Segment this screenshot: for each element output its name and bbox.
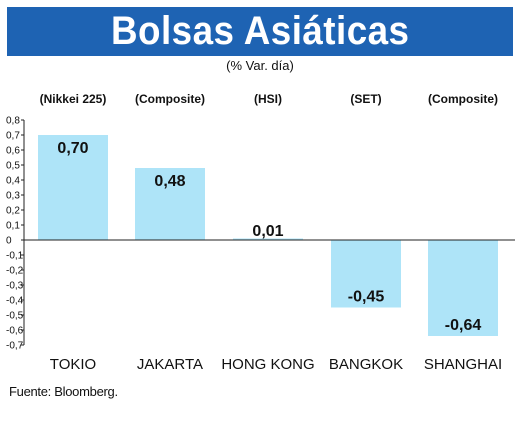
y-tick-label: -0,5 [6, 311, 24, 322]
title-bar: Bolsas Asiáticas [7, 7, 513, 56]
index-name-label: (HSI) [254, 92, 282, 106]
y-tick-label: -0,4 [6, 296, 24, 307]
bar-shanghai [428, 240, 498, 336]
y-tick-label: 0,8 [6, 116, 20, 127]
y-tick-label: -0,7 [6, 341, 24, 352]
bar-tokio [38, 135, 108, 240]
y-tick-label: 0,4 [6, 176, 20, 187]
y-tick-label: 0,1 [6, 221, 20, 232]
category-label: JAKARTA [137, 356, 203, 373]
y-tick-label: 0,5 [6, 161, 20, 172]
data-label: 0,01 [252, 223, 283, 240]
y-tick-label: -0,3 [6, 281, 24, 292]
bar-hong-kong [233, 238, 303, 240]
chart-title: Bolsas Asiáticas [110, 9, 410, 53]
y-tick-label: -0,2 [6, 266, 24, 277]
data-label: -0,45 [348, 289, 385, 306]
y-tick-label: -0,6 [6, 326, 24, 337]
y-tick-label: 0,3 [6, 191, 20, 202]
category-label: BANGKOK [329, 356, 403, 373]
category-label: TOKIO [50, 356, 96, 373]
y-tick-label: 0,7 [6, 131, 20, 142]
index-name-label: (Nikkei 225) [40, 92, 107, 106]
y-tick-label: 0,2 [6, 206, 20, 217]
index-name-label: (Composite) [428, 92, 498, 106]
index-name-label: (SET) [350, 92, 381, 106]
data-label: -0,64 [445, 317, 482, 334]
data-label: 0,48 [154, 173, 185, 190]
y-tick-label: -0,1 [6, 251, 24, 262]
bar-jakarta [135, 168, 205, 240]
source-note: Fuente: Bloomberg. [9, 384, 118, 399]
chart-subtitle: (% Var. día) [226, 58, 294, 73]
bar-bangkok [331, 240, 401, 308]
category-label: HONG KONG [221, 356, 314, 373]
category-label: SHANGHAI [424, 356, 502, 373]
y-tick-label: 0 [6, 236, 12, 247]
index-name-label: (Composite) [135, 92, 205, 106]
data-label: 0,70 [57, 140, 88, 157]
y-tick-label: 0,6 [6, 146, 20, 157]
